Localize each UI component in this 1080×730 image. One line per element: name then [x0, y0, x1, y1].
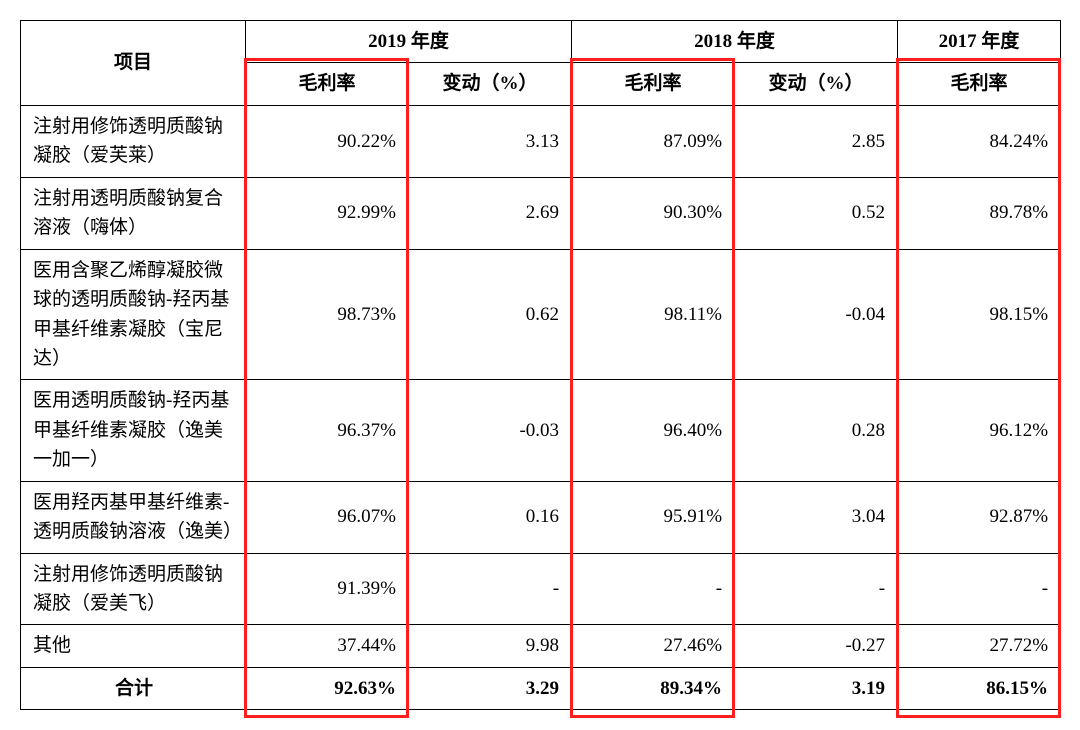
cell-chg-2019: 0.62 — [409, 249, 572, 380]
cell-gm-2019: 98.73% — [246, 249, 409, 380]
header-2019: 2019 年度 — [246, 21, 572, 63]
cell-chg-2019: -0.03 — [409, 380, 572, 481]
cell-item-total: 合计 — [21, 667, 246, 709]
cell-chg-2018: 0.52 — [735, 177, 898, 249]
cell-gm-2018: 96.40% — [572, 380, 735, 481]
header-gm-2017: 毛利率 — [898, 63, 1061, 105]
financial-table-container: 项目 2019 年度 2018 年度 2017 年度 毛利率 变动（%） 毛利率… — [20, 20, 1060, 710]
cell-item: 医用含聚乙烯醇凝胶微球的透明质酸钠-羟丙基甲基纤维素凝胶（宝尼达） — [21, 249, 246, 380]
cell-gm-2019: 91.39% — [246, 553, 409, 625]
cell-chg-2018-total: 3.19 — [735, 667, 898, 709]
cell-item: 其他 — [21, 625, 246, 667]
table-row: 注射用修饰透明质酸钠凝胶（爱美飞）91.39%---- — [21, 553, 1061, 625]
header-item: 项目 — [21, 21, 246, 106]
cell-gm-2019: 96.37% — [246, 380, 409, 481]
cell-gm-2018: 87.09% — [572, 105, 735, 177]
cell-item: 注射用修饰透明质酸钠凝胶（爱芙莱） — [21, 105, 246, 177]
header-chg-2018: 变动（%） — [735, 63, 898, 105]
cell-gm-2019: 90.22% — [246, 105, 409, 177]
cell-gm-2017: 96.12% — [898, 380, 1061, 481]
cell-chg-2018: -0.04 — [735, 249, 898, 380]
cell-gm-2018: - — [572, 553, 735, 625]
cell-gm-2017: 98.15% — [898, 249, 1061, 380]
header-2018: 2018 年度 — [572, 21, 898, 63]
cell-gm-2017: 84.24% — [898, 105, 1061, 177]
header-gm-2019: 毛利率 — [246, 63, 409, 105]
table-row: 其他37.44%9.9827.46%-0.2727.72% — [21, 625, 1061, 667]
cell-chg-2019: 2.69 — [409, 177, 572, 249]
cell-item: 注射用透明质酸钠复合溶液（嗨体） — [21, 177, 246, 249]
cell-item: 医用羟丙基甲基纤维素-透明质酸钠溶液（逸美） — [21, 481, 246, 553]
table-body: 注射用修饰透明质酸钠凝胶（爱芙莱）90.22%3.1387.09%2.8584.… — [21, 105, 1061, 709]
header-chg-2019: 变动（%） — [409, 63, 572, 105]
table-row: 医用含聚乙烯醇凝胶微球的透明质酸钠-羟丙基甲基纤维素凝胶（宝尼达）98.73%0… — [21, 249, 1061, 380]
cell-gm-2019: 96.07% — [246, 481, 409, 553]
cell-gm-2017: - — [898, 553, 1061, 625]
cell-gm-2017-total: 86.15% — [898, 667, 1061, 709]
gross-margin-table: 项目 2019 年度 2018 年度 2017 年度 毛利率 变动（%） 毛利率… — [20, 20, 1061, 710]
cell-chg-2018: 0.28 — [735, 380, 898, 481]
table-row: 注射用透明质酸钠复合溶液（嗨体）92.99%2.6990.30%0.5289.7… — [21, 177, 1061, 249]
cell-chg-2019: 0.16 — [409, 481, 572, 553]
header-2017: 2017 年度 — [898, 21, 1061, 63]
cell-gm-2017: 89.78% — [898, 177, 1061, 249]
cell-gm-2019: 92.99% — [246, 177, 409, 249]
header-gm-2018: 毛利率 — [572, 63, 735, 105]
cell-chg-2019: 9.98 — [409, 625, 572, 667]
cell-gm-2017: 92.87% — [898, 481, 1061, 553]
table-row: 医用羟丙基甲基纤维素-透明质酸钠溶液（逸美）96.07%0.1695.91%3.… — [21, 481, 1061, 553]
table-row: 医用透明质酸钠-羟丙基甲基纤维素凝胶（逸美一加一）96.37%-0.0396.4… — [21, 380, 1061, 481]
cell-gm-2018: 27.46% — [572, 625, 735, 667]
header-row-1: 项目 2019 年度 2018 年度 2017 年度 — [21, 21, 1061, 63]
cell-chg-2018: 2.85 — [735, 105, 898, 177]
cell-gm-2018: 95.91% — [572, 481, 735, 553]
cell-gm-2018: 90.30% — [572, 177, 735, 249]
cell-item: 医用透明质酸钠-羟丙基甲基纤维素凝胶（逸美一加一） — [21, 380, 246, 481]
cell-chg-2018: 3.04 — [735, 481, 898, 553]
cell-gm-2019: 37.44% — [246, 625, 409, 667]
cell-chg-2018: - — [735, 553, 898, 625]
cell-gm-2018: 98.11% — [572, 249, 735, 380]
cell-gm-2019-total: 92.63% — [246, 667, 409, 709]
cell-item: 注射用修饰透明质酸钠凝胶（爱美飞） — [21, 553, 246, 625]
cell-chg-2019: - — [409, 553, 572, 625]
cell-gm-2018-total: 89.34% — [572, 667, 735, 709]
cell-gm-2017: 27.72% — [898, 625, 1061, 667]
cell-chg-2018: -0.27 — [735, 625, 898, 667]
cell-chg-2019-total: 3.29 — [409, 667, 572, 709]
table-row: 注射用修饰透明质酸钠凝胶（爱芙莱）90.22%3.1387.09%2.8584.… — [21, 105, 1061, 177]
table-row-total: 合计92.63%3.2989.34%3.1986.15% — [21, 667, 1061, 709]
cell-chg-2019: 3.13 — [409, 105, 572, 177]
